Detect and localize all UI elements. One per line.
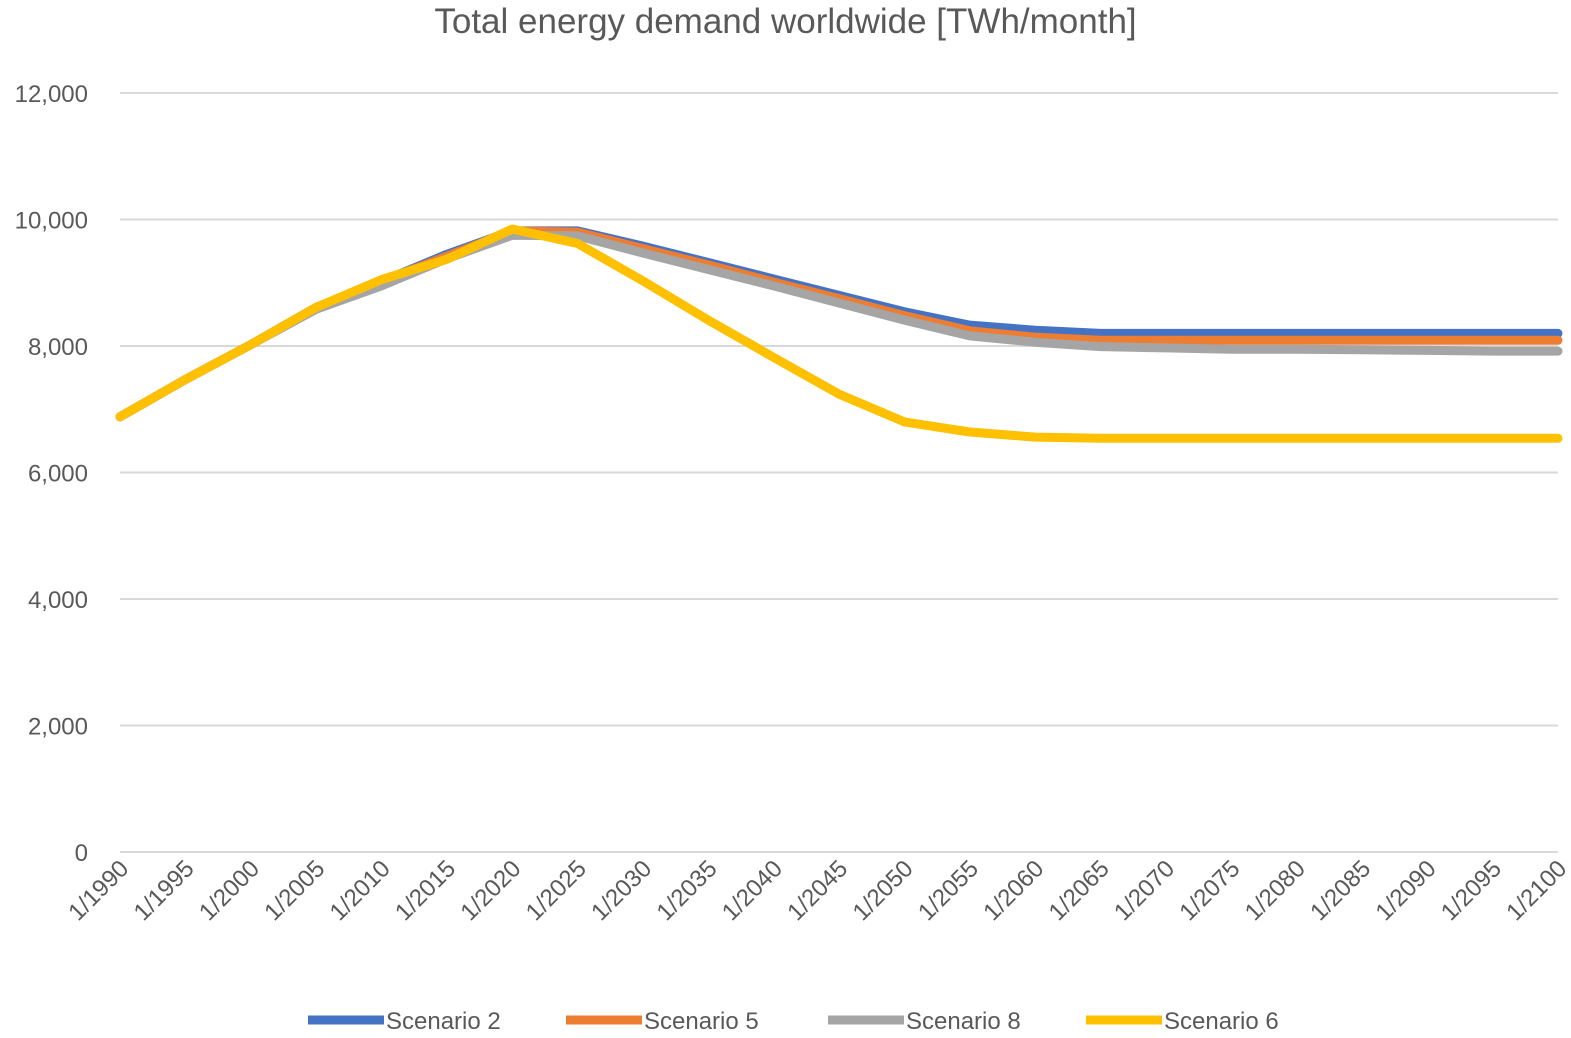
series-lines [115,224,1563,443]
x-tick-label: 1/2065 [1044,855,1115,926]
x-tick-label: 1/2035 [652,855,723,926]
x-tick-label: 1/2025 [521,855,592,926]
x-tick-label: 1/2100 [1501,855,1571,926]
series-line [115,224,1563,443]
x-tick-label: 1/2085 [1305,855,1376,926]
legend-label: Scenario 8 [906,1008,1021,1035]
series-line [115,226,1563,422]
y-axis-ticks: 0 2,000 4,000 6,000 8,000 10,000 12,000 [15,81,88,867]
x-tick-label: 1/2050 [848,855,919,926]
x-tick-label: 1/2020 [455,855,526,926]
x-tick-label: 1/2070 [1109,855,1180,926]
y-tick-label: 8,000 [28,334,88,361]
legend-label: Scenario 5 [644,1008,759,1035]
y-tick-label: 0 [75,840,88,867]
y-tick-label: 6,000 [28,461,88,488]
x-tick-label: 1/2060 [978,855,1049,926]
x-tick-label: 1/2080 [1240,855,1311,926]
legend: Scenario 2 Scenario 5 Scenario 8 Scenario 6 [308,1008,1279,1035]
x-tick-label: 1/2005 [259,855,330,926]
y-tick-label: 12,000 [15,81,88,108]
x-tick-label: 1/2040 [717,855,788,926]
x-tick-label: 1/2075 [1174,855,1245,926]
x-tick-label: 1/2095 [1436,855,1507,926]
x-tick-label: 1/2030 [586,855,657,926]
x-tick-label: 1/2055 [913,855,984,926]
gridlines [120,92,1558,853]
x-tick-label: 1/2000 [194,855,265,926]
x-tick-label: 1/2015 [390,855,461,926]
legend-label: Scenario 6 [1164,1008,1279,1035]
y-tick-label: 10,000 [15,208,88,235]
x-tick-label: 1/2045 [782,855,853,926]
x-tick-label: 1/2090 [1371,855,1442,926]
legend-label: Scenario 2 [386,1008,501,1035]
series-line [115,226,1563,422]
x-axis-ticks: 1/19901/19951/20001/20051/20101/20151/20… [63,855,1571,926]
x-tick-label: 1/1995 [129,855,200,926]
chart-title: Total energy demand worldwide [TWh/month… [434,2,1137,41]
y-tick-label: 2,000 [28,714,88,741]
x-tick-label: 1/2010 [325,855,396,926]
y-tick-label: 4,000 [28,587,88,614]
